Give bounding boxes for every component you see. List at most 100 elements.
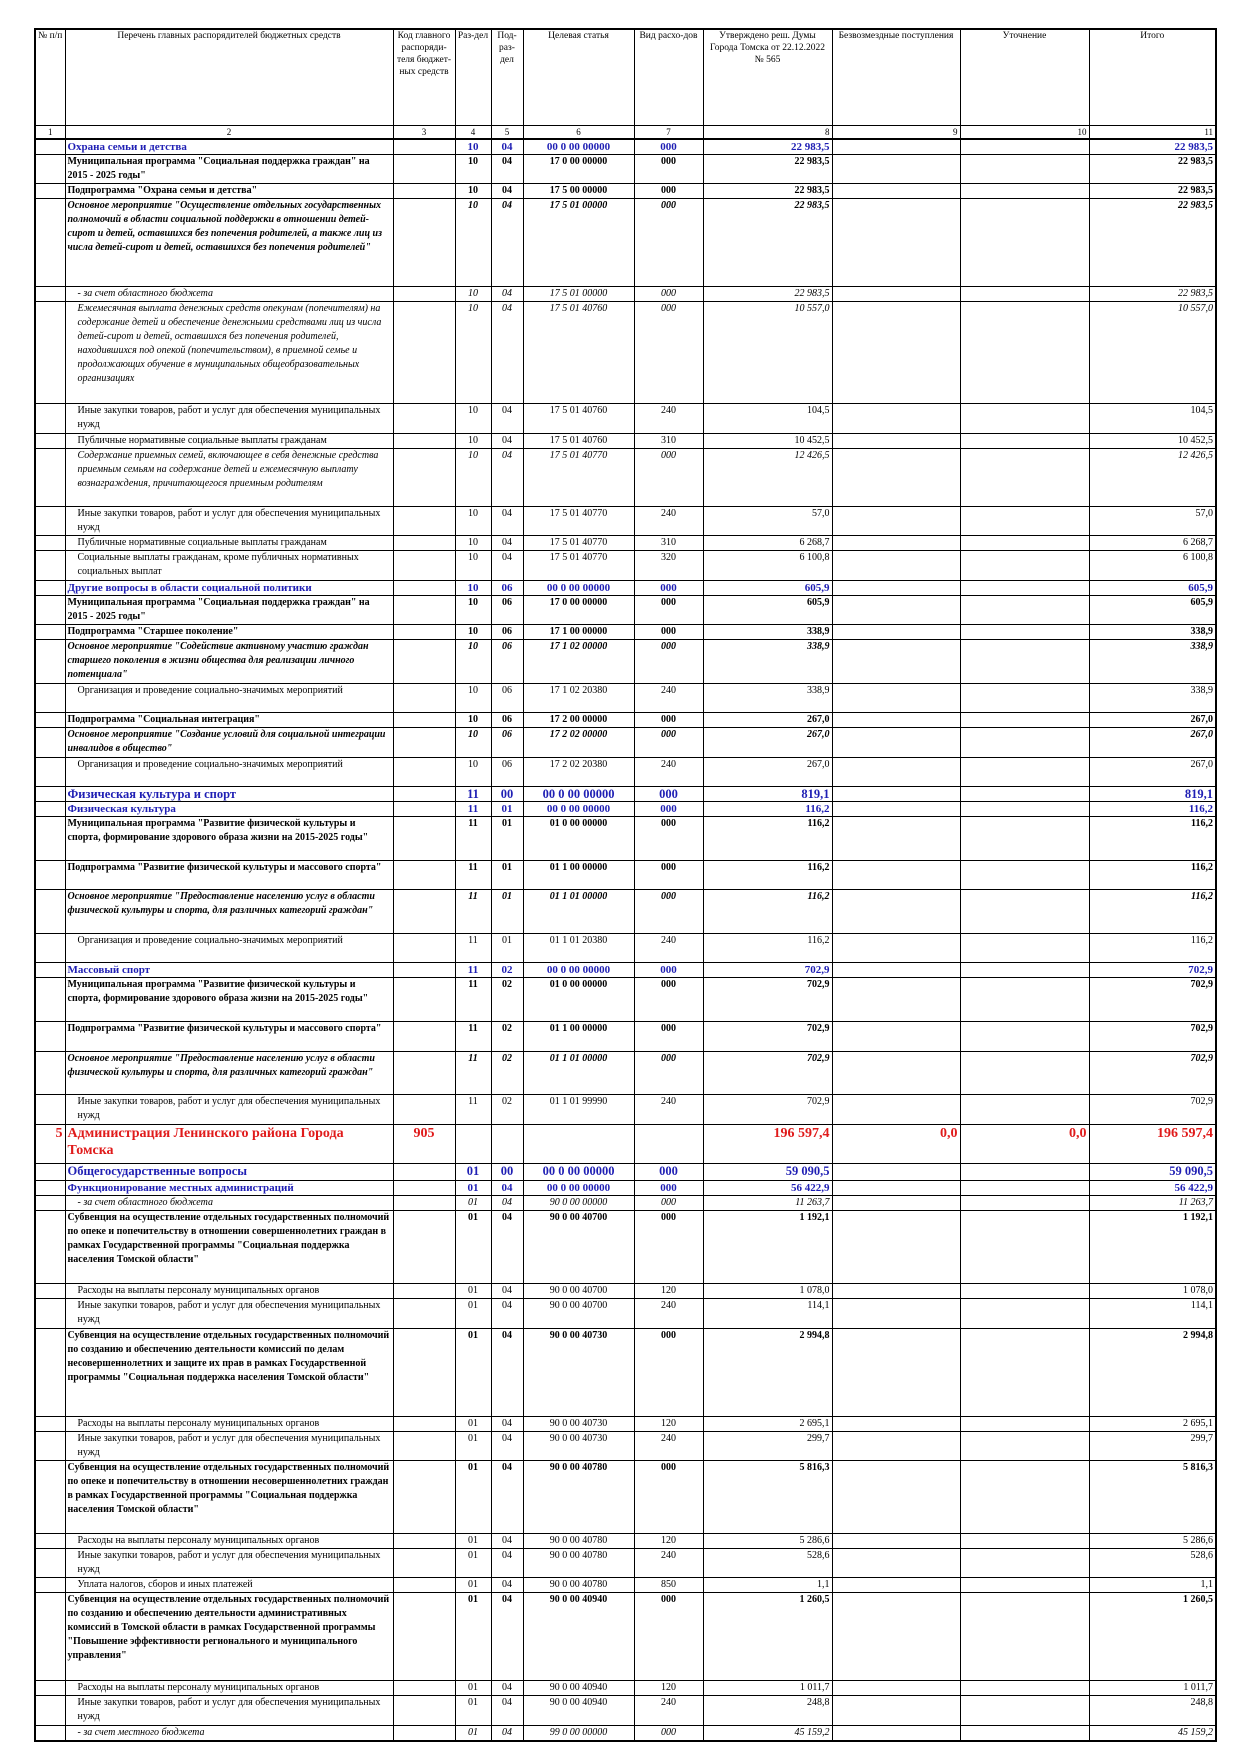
adjustment bbox=[959, 1180, 1090, 1197]
target-article: 01 1 00 00000 bbox=[522, 859, 635, 891]
item-name: Содержание приемных семей, включающее в … bbox=[64, 447, 394, 508]
target-article: 90 0 00 40780 bbox=[522, 1577, 635, 1594]
item-name: Основное мероприятие "Содействие активно… bbox=[64, 639, 394, 684]
expense-type: 000 bbox=[633, 1050, 704, 1096]
adjustment bbox=[959, 1210, 1090, 1285]
expense-type: 000 bbox=[633, 447, 704, 508]
column-number: 4 bbox=[454, 124, 492, 140]
row-number bbox=[34, 859, 66, 891]
adjustment bbox=[959, 1283, 1090, 1300]
section: 10 bbox=[454, 447, 492, 508]
section: 10 bbox=[454, 153, 492, 184]
expense-type: 000 bbox=[633, 1021, 704, 1052]
approved-amount: 267,0 bbox=[702, 727, 833, 758]
total: 116,2 bbox=[1088, 800, 1217, 817]
gratuitous-receipts bbox=[831, 1548, 961, 1579]
section: 10 bbox=[454, 506, 492, 537]
gratuitous-receipts bbox=[831, 1430, 961, 1461]
approved-amount: 338,9 bbox=[702, 639, 833, 684]
budget-table: № п/п Перечень главных распорядителей бюд… bbox=[34, 28, 1217, 1742]
admin-code bbox=[392, 153, 456, 184]
adjustment bbox=[959, 962, 1090, 979]
adjustment bbox=[959, 594, 1090, 626]
adjustment bbox=[959, 535, 1090, 552]
row-number bbox=[34, 624, 66, 641]
section: 01 bbox=[454, 1283, 492, 1300]
adjustment bbox=[959, 403, 1090, 434]
item-name: - за счет местного бюджета bbox=[64, 1724, 394, 1742]
section: 10 bbox=[454, 594, 492, 626]
admin-code bbox=[392, 1195, 456, 1212]
section: 10 bbox=[454, 624, 492, 641]
expense-type: 240 bbox=[633, 1094, 704, 1125]
admin-code bbox=[392, 1533, 456, 1550]
approved-amount: 1 260,5 bbox=[702, 1592, 833, 1682]
column-number: 5 bbox=[490, 124, 524, 140]
approved-amount: 702,9 bbox=[702, 962, 833, 979]
subsection: 01 bbox=[490, 800, 524, 817]
adjustment bbox=[959, 1724, 1090, 1742]
total: 57,0 bbox=[1088, 506, 1217, 537]
total: 1,1 bbox=[1088, 1577, 1217, 1594]
item-name: Общегосударственные вопросы bbox=[64, 1163, 394, 1182]
column-number-row: 1 2 3 4 5 6 7 8 9 10 11 bbox=[34, 124, 1217, 140]
section: 10 bbox=[454, 579, 492, 596]
subsection: 04 bbox=[490, 535, 524, 552]
target-article: 17 5 01 40770 bbox=[522, 535, 635, 552]
item-name: Иные закупки товаров, работ и услуг для … bbox=[64, 1695, 394, 1726]
column-number: 7 bbox=[633, 124, 704, 140]
approved-amount: 702,9 bbox=[702, 977, 833, 1023]
row-number bbox=[34, 506, 66, 537]
gratuitous-receipts bbox=[831, 1680, 961, 1697]
section: 10 bbox=[454, 138, 492, 155]
gratuitous-receipts bbox=[831, 785, 961, 802]
header-cell: Код главного распоряди-теля бюджет-ных с… bbox=[392, 28, 456, 126]
gratuitous-receipts bbox=[831, 1210, 961, 1285]
subsection: 04 bbox=[490, 1195, 524, 1212]
gratuitous-receipts bbox=[831, 800, 961, 817]
adjustment bbox=[959, 153, 1090, 184]
section: 10 bbox=[454, 639, 492, 684]
adjustment bbox=[959, 1533, 1090, 1550]
row-number bbox=[34, 182, 66, 199]
item-name: Физическая культура и спорт bbox=[64, 785, 394, 802]
approved-amount: 22 983,5 bbox=[702, 138, 833, 155]
gratuitous-receipts bbox=[831, 138, 961, 155]
approved-amount: 57,0 bbox=[702, 506, 833, 537]
admin-code bbox=[392, 712, 456, 729]
expense-type: 240 bbox=[633, 1548, 704, 1579]
target-article: 90 0 00 40940 bbox=[522, 1680, 635, 1697]
adjustment bbox=[959, 1459, 1090, 1535]
item-name: - за счет областного бюджета bbox=[64, 285, 394, 302]
section bbox=[454, 1123, 492, 1165]
column-number: 3 bbox=[392, 124, 456, 140]
item-name: Подпрограмма "Развитие физической культу… bbox=[64, 1021, 394, 1052]
gratuitous-receipts bbox=[831, 506, 961, 537]
header-cell: № п/п bbox=[34, 28, 66, 126]
approved-amount: 116,2 bbox=[702, 933, 833, 964]
header-cell: Безвозмездные поступления bbox=[831, 28, 961, 126]
expense-type: 240 bbox=[633, 682, 704, 714]
expense-type: 000 bbox=[633, 197, 704, 287]
approved-amount: 605,9 bbox=[702, 579, 833, 596]
item-name: Организация и проведение социально-значи… bbox=[64, 933, 394, 964]
approved-amount: 116,2 bbox=[702, 800, 833, 817]
admin-code bbox=[392, 197, 456, 287]
approved-amount: 114,1 bbox=[702, 1298, 833, 1329]
admin-code bbox=[392, 1459, 456, 1535]
item-name: Муниципальная программа "Социальная подд… bbox=[64, 594, 394, 626]
total: 10 452,5 bbox=[1088, 432, 1217, 449]
total: 338,9 bbox=[1088, 639, 1217, 684]
subsection: 02 bbox=[490, 1094, 524, 1125]
gratuitous-receipts bbox=[831, 182, 961, 199]
target-article: 17 5 01 40770 bbox=[522, 550, 635, 581]
gratuitous-receipts bbox=[831, 550, 961, 581]
total: 1 078,0 bbox=[1088, 1283, 1217, 1300]
row-number bbox=[34, 962, 66, 979]
adjustment bbox=[959, 300, 1090, 405]
total: 819,1 bbox=[1088, 785, 1217, 802]
row-number bbox=[34, 403, 66, 434]
total: 22 983,5 bbox=[1088, 182, 1217, 199]
total: 116,2 bbox=[1088, 933, 1217, 964]
subsection: 02 bbox=[490, 1021, 524, 1052]
